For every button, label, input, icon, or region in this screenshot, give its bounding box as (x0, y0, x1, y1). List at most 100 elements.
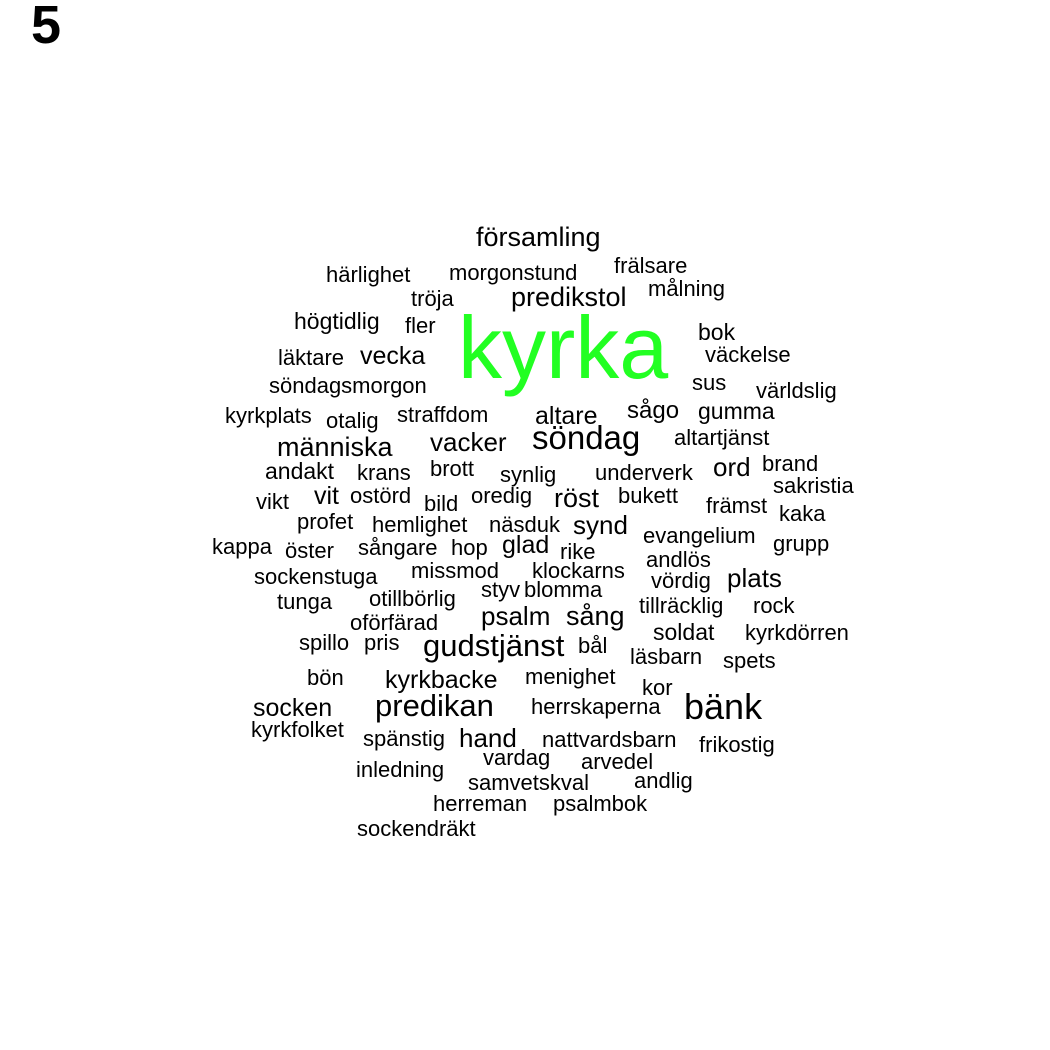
word-herreman: herreman (433, 791, 528, 816)
word-morgonstund: morgonstund (449, 260, 578, 285)
word-näsduk: näsduk (489, 512, 560, 537)
word-styv: styv (481, 577, 521, 602)
word-hop: hop (451, 535, 488, 560)
word-söndag: söndag (532, 419, 641, 456)
word-kyrkfolket: kyrkfolket (251, 717, 344, 742)
word-herrskaperna: herrskaperna (531, 694, 661, 719)
word-grupp: grupp (773, 531, 830, 556)
word-hand: hand (459, 723, 517, 753)
word-predikan: predikan (375, 688, 494, 723)
word-frälsare: frälsare (614, 253, 688, 278)
word-vecka: vecka (360, 342, 426, 370)
word-soldat: soldat (653, 619, 715, 645)
word-vördig: vördig (651, 568, 711, 593)
word-spillo: spillo (299, 630, 350, 655)
word-menighet: menighet (525, 664, 616, 689)
word-härlighet: härlighet (326, 262, 411, 287)
word-oförfärad: oförfärad (350, 610, 439, 635)
word-röst: röst (554, 483, 600, 513)
word-bål: bål (578, 633, 608, 658)
word-spets: spets (723, 648, 776, 673)
word-profet: profet (297, 509, 354, 534)
word-sockendräkt: sockendräkt (357, 816, 476, 841)
word-otalig: otalig (326, 408, 379, 433)
word-världslig: världslig (756, 378, 837, 403)
word-sång: sång (566, 601, 625, 631)
word-gudstjänst: gudstjänst (423, 628, 565, 663)
word-öster: öster (285, 538, 334, 563)
word-nattvardsbarn: nattvardsbarn (542, 727, 677, 752)
word-bild: bild (424, 491, 459, 516)
word-oredig: oredig (471, 483, 533, 508)
word-psalmbok: psalmbok (553, 791, 648, 816)
word-andlös: andlös (646, 547, 711, 572)
word-altartjänst: altartjänst (674, 425, 770, 450)
word-tröja: tröja (411, 286, 454, 311)
word-brott: brott (430, 456, 475, 481)
word-tunga: tunga (277, 589, 333, 614)
word-kappa: kappa (212, 534, 272, 559)
word-gumma: gumma (698, 398, 775, 424)
word-frikostig: frikostig (699, 732, 775, 757)
word-pris: pris (364, 630, 400, 655)
word-väckelse: väckelse (705, 342, 791, 367)
word-söndagsmorgon: söndagsmorgon (269, 373, 427, 398)
word-underverk: underverk (595, 460, 693, 485)
word-främst: främst (706, 493, 768, 518)
word-målning: målning (648, 276, 726, 301)
word-tillräcklig: tillräcklig (639, 593, 724, 618)
word-kyrka: kyrka (458, 298, 669, 397)
word-sockenstuga: sockenstuga (254, 564, 378, 589)
word-sus: sus (692, 370, 727, 395)
word-bukett: bukett (618, 483, 678, 508)
word-fler: fler (405, 313, 436, 338)
word-sångare: sångare (358, 535, 438, 560)
panel-label: 5 (31, 0, 62, 55)
word-inledning: inledning (356, 757, 445, 782)
word-sakristia: sakristia (773, 473, 854, 498)
word-spänstig: spänstig (363, 726, 445, 751)
word-kyrkdörren: kyrkdörren (745, 620, 849, 645)
word-synd: synd (573, 510, 628, 540)
word-kor: kor (642, 675, 673, 700)
word-brand: brand (762, 451, 819, 476)
word-ord: ord (713, 452, 751, 482)
word-läsbarn: läsbarn (630, 644, 703, 669)
word-rike: rike (560, 539, 596, 564)
word-andakt: andakt (265, 458, 335, 484)
word-bön: bön (307, 665, 344, 690)
word-krans: krans (357, 460, 411, 485)
word-högtidlig: högtidlig (294, 308, 380, 334)
word-evangelium: evangelium (643, 523, 756, 548)
word-klockarns: klockarns (532, 558, 625, 583)
word-synlig: synlig (500, 462, 557, 487)
word-blomma: blomma (524, 577, 603, 602)
word-läktare: läktare (278, 345, 345, 370)
word-människa: människa (277, 432, 393, 462)
word-straffdom: straffdom (397, 402, 489, 427)
word-psalm: psalm (481, 601, 551, 631)
word-otillbörlig: otillbörlig (369, 586, 456, 611)
word-ostörd: ostörd (350, 483, 412, 508)
word-församling: församling (476, 222, 601, 252)
word-kyrkplats: kyrkplats (225, 403, 312, 428)
word-missmod: missmod (411, 558, 500, 583)
word-andlig: andlig (634, 768, 693, 793)
word-predikstol: predikstol (511, 282, 627, 312)
word-vardag: vardag (483, 745, 551, 770)
word-vacker: vacker (430, 427, 507, 457)
word-glad: glad (502, 531, 550, 559)
word-kyrkbacke: kyrkbacke (385, 666, 498, 694)
word-bänk: bänk (684, 686, 763, 727)
word-altare: altare (535, 402, 598, 430)
word-socken: socken (253, 694, 333, 722)
word-rock: rock (753, 593, 795, 618)
word-vikt: vikt (256, 489, 289, 514)
word-kaka: kaka (779, 501, 826, 526)
word-sågo: sågo (627, 397, 680, 424)
word-bok: bok (698, 319, 736, 345)
word-arvedel: arvedel (581, 749, 654, 774)
word-plats: plats (727, 563, 782, 593)
word-vit: vit (314, 482, 339, 510)
